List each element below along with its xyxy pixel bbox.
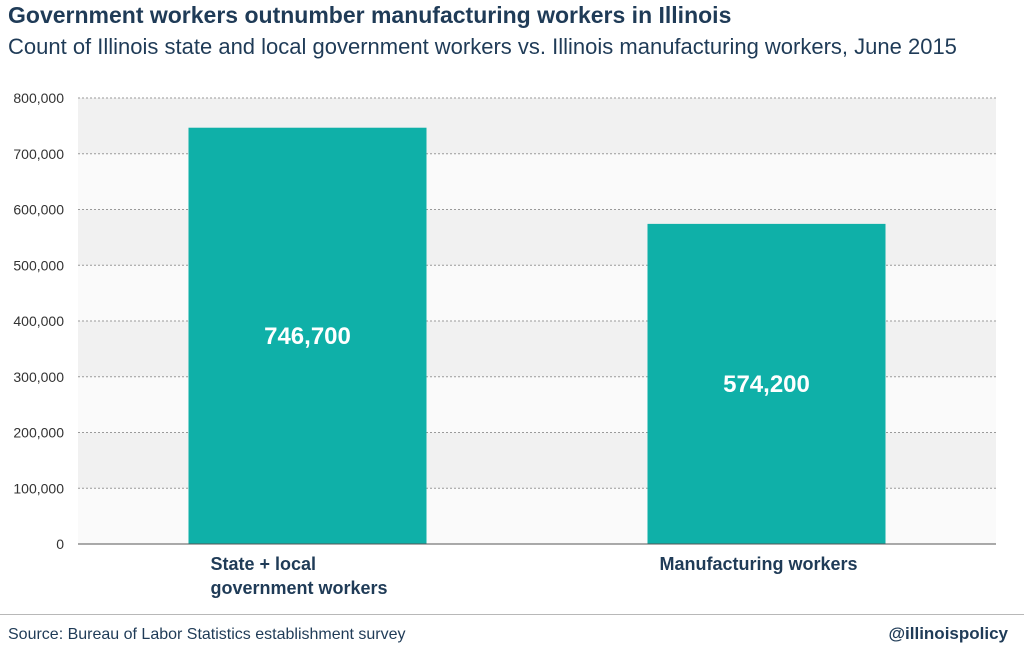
footer-divider	[0, 614, 1024, 615]
y-tick-label: 200,000	[13, 425, 64, 441]
bar-value-labels: 746,700 574,200	[264, 323, 810, 398]
y-tick-label: 400,000	[13, 313, 64, 329]
chart-title: Government workers outnumber manufacturi…	[8, 2, 732, 28]
y-tick-label: 300,000	[13, 369, 64, 385]
y-tick-label: 700,000	[13, 146, 64, 162]
x-category-label: Manufacturing workers	[660, 554, 858, 574]
y-axis-tick-labels: 0 100,000 200,000 300,000 400,000 500,000 600,…	[13, 90, 64, 552]
bar-chart: 0 100,000 200,000 300,000 400,000 500,000 600,…	[13, 90, 996, 598]
x-category-label: State + local government workers	[211, 554, 388, 598]
chart-subtitle: Count of Illinois state and local govern…	[8, 34, 957, 59]
bar	[647, 223, 886, 545]
bar-value-label: 746,700	[264, 323, 351, 350]
bars	[188, 127, 886, 545]
social-handle: @illinoispolicy	[888, 624, 1008, 643]
y-tick-label: 0	[56, 536, 64, 552]
y-tick-label: 500,000	[13, 257, 64, 273]
bar-value-label: 574,200	[723, 371, 810, 398]
source-note: Source: Bureau of Labor Statistics estab…	[8, 626, 406, 643]
y-tick-label: 800,000	[13, 90, 64, 106]
x-axis-category-labels: State + local government workers Manufactu…	[211, 554, 858, 598]
y-tick-label: 100,000	[13, 480, 64, 496]
y-tick-label: 600,000	[13, 202, 64, 218]
bar	[188, 127, 427, 544]
